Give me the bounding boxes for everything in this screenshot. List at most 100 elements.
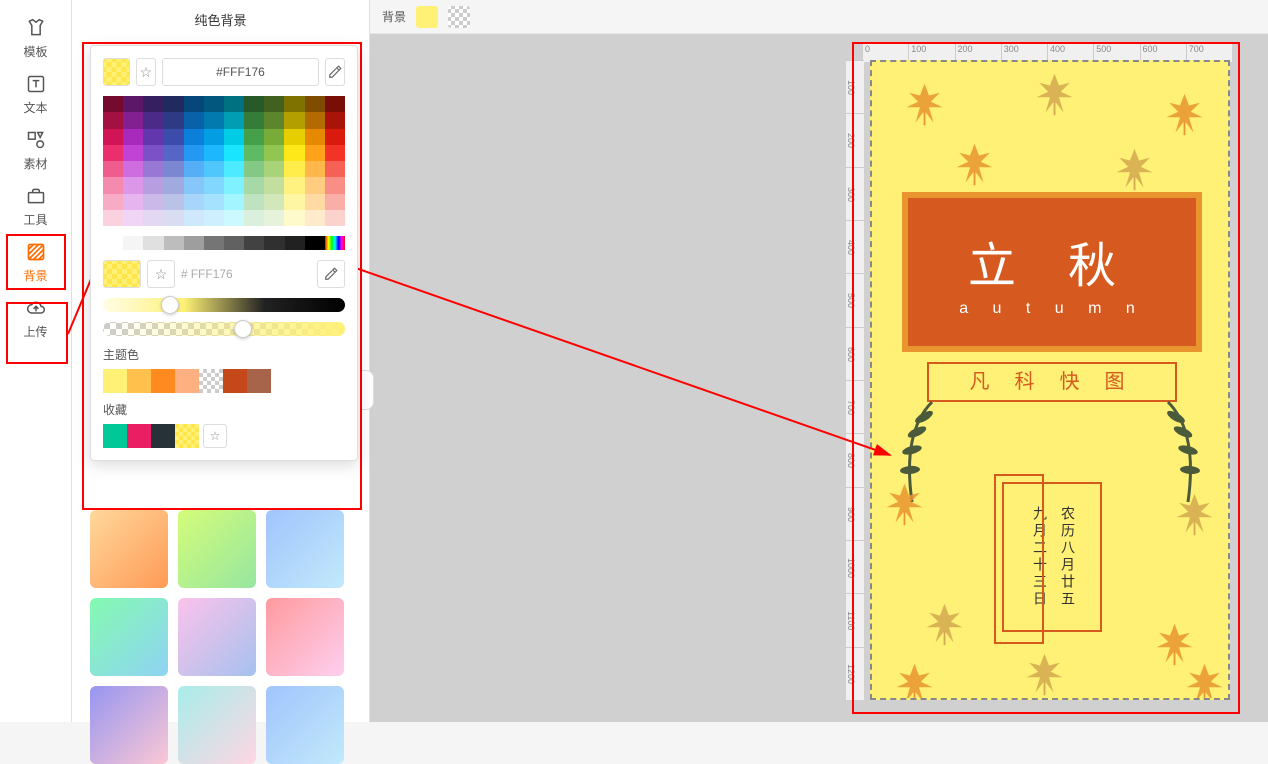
gradient-item[interactable] [266, 598, 344, 676]
color-cell[interactable] [103, 112, 123, 128]
hex-input[interactable] [162, 58, 319, 86]
color-cell[interactable] [143, 161, 163, 177]
color-cell[interactable] [244, 177, 264, 193]
color-cell[interactable] [204, 210, 224, 226]
color-cell[interactable] [143, 177, 163, 193]
grayscale-cell[interactable] [264, 236, 284, 250]
theme-color[interactable] [151, 369, 175, 393]
color-cell[interactable] [184, 145, 204, 161]
fav-color[interactable] [103, 424, 127, 448]
color-cell[interactable] [325, 112, 345, 128]
gradient-item[interactable] [90, 686, 168, 764]
color-cell[interactable] [305, 177, 325, 193]
nav-tools[interactable]: 工具 [6, 178, 66, 234]
lower-eyedropper-button[interactable] [317, 260, 345, 288]
color-cell[interactable] [184, 194, 204, 210]
color-cell[interactable] [224, 177, 244, 193]
color-cell[interactable] [305, 161, 325, 177]
color-cell[interactable] [244, 161, 264, 177]
color-cell[interactable] [204, 177, 224, 193]
title-box[interactable]: 立 秋 a u t u m n [902, 192, 1202, 352]
color-cell[interactable] [103, 161, 123, 177]
eyedropper-button[interactable] [325, 58, 345, 86]
color-cell[interactable] [163, 129, 183, 145]
color-cell[interactable] [284, 161, 304, 177]
theme-color[interactable] [199, 369, 223, 393]
gradient-item[interactable] [178, 598, 256, 676]
color-cell[interactable] [143, 194, 163, 210]
color-cell[interactable] [244, 96, 264, 112]
grayscale-cell[interactable] [244, 236, 264, 250]
favorite-button[interactable]: ☆ [136, 58, 156, 86]
color-cell[interactable] [204, 194, 224, 210]
color-cell[interactable] [163, 96, 183, 112]
color-cell[interactable] [305, 145, 325, 161]
gradient-item[interactable] [90, 598, 168, 676]
color-cell[interactable] [143, 112, 163, 128]
color-cell[interactable] [305, 129, 325, 145]
color-cell[interactable] [103, 194, 123, 210]
theme-color[interactable] [247, 369, 271, 393]
color-cell[interactable] [143, 96, 163, 112]
nav-material[interactable]: 素材 [6, 122, 66, 178]
fav-color[interactable] [151, 424, 175, 448]
lower-favorite-button[interactable]: ☆ [147, 260, 175, 288]
color-cell[interactable] [244, 194, 264, 210]
gradient-item[interactable] [178, 510, 256, 588]
brightness-slider[interactable] [103, 298, 345, 312]
color-cell[interactable] [264, 112, 284, 128]
color-cell[interactable] [224, 96, 244, 112]
color-cell[interactable] [284, 129, 304, 145]
color-cell[interactable] [123, 96, 143, 112]
color-cell[interactable] [305, 112, 325, 128]
fav-color[interactable] [127, 424, 151, 448]
color-cell[interactable] [163, 112, 183, 128]
gradient-item[interactable] [90, 510, 168, 588]
color-cell[interactable] [184, 177, 204, 193]
color-cell[interactable] [204, 112, 224, 128]
fav-color[interactable] [175, 424, 199, 448]
color-cell[interactable] [163, 210, 183, 226]
color-cell[interactable] [325, 129, 345, 145]
color-cell[interactable] [224, 145, 244, 161]
grayscale-cell[interactable] [305, 236, 325, 250]
color-cell[interactable] [143, 129, 163, 145]
color-cell[interactable] [163, 145, 183, 161]
color-cell[interactable] [123, 161, 143, 177]
grayscale-cell[interactable] [123, 236, 143, 250]
color-cell[interactable] [325, 145, 345, 161]
theme-color[interactable] [175, 369, 199, 393]
color-cell[interactable] [305, 194, 325, 210]
theme-color[interactable] [223, 369, 247, 393]
nav-upload[interactable]: 上传 [6, 290, 66, 346]
color-cell[interactable] [163, 177, 183, 193]
grayscale-cell[interactable] [204, 236, 224, 250]
rainbow-cell[interactable] [325, 236, 345, 250]
color-cell[interactable] [224, 194, 244, 210]
color-cell[interactable] [264, 194, 284, 210]
color-cell[interactable] [103, 129, 123, 145]
theme-color[interactable] [127, 369, 151, 393]
lower-hex-input[interactable] [191, 267, 251, 281]
color-cell[interactable] [123, 145, 143, 161]
color-cell[interactable] [305, 210, 325, 226]
grayscale-cell[interactable] [184, 236, 204, 250]
color-cell[interactable] [143, 145, 163, 161]
color-cell[interactable] [163, 194, 183, 210]
nav-text[interactable]: 文本 [6, 66, 66, 122]
color-cell[interactable] [284, 145, 304, 161]
color-cell[interactable] [284, 96, 304, 112]
gradient-item[interactable] [178, 686, 256, 764]
color-cell[interactable] [184, 210, 204, 226]
add-favorite-button[interactable]: ☆ [203, 424, 227, 448]
nav-template[interactable]: 模板 [6, 10, 66, 66]
color-cell[interactable] [103, 210, 123, 226]
color-cell[interactable] [264, 145, 284, 161]
color-cell[interactable] [325, 177, 345, 193]
color-cell[interactable] [123, 129, 143, 145]
color-cell[interactable] [284, 177, 304, 193]
color-cell[interactable] [325, 194, 345, 210]
color-cell[interactable] [204, 96, 224, 112]
color-cell[interactable] [224, 210, 244, 226]
color-cell[interactable] [305, 96, 325, 112]
